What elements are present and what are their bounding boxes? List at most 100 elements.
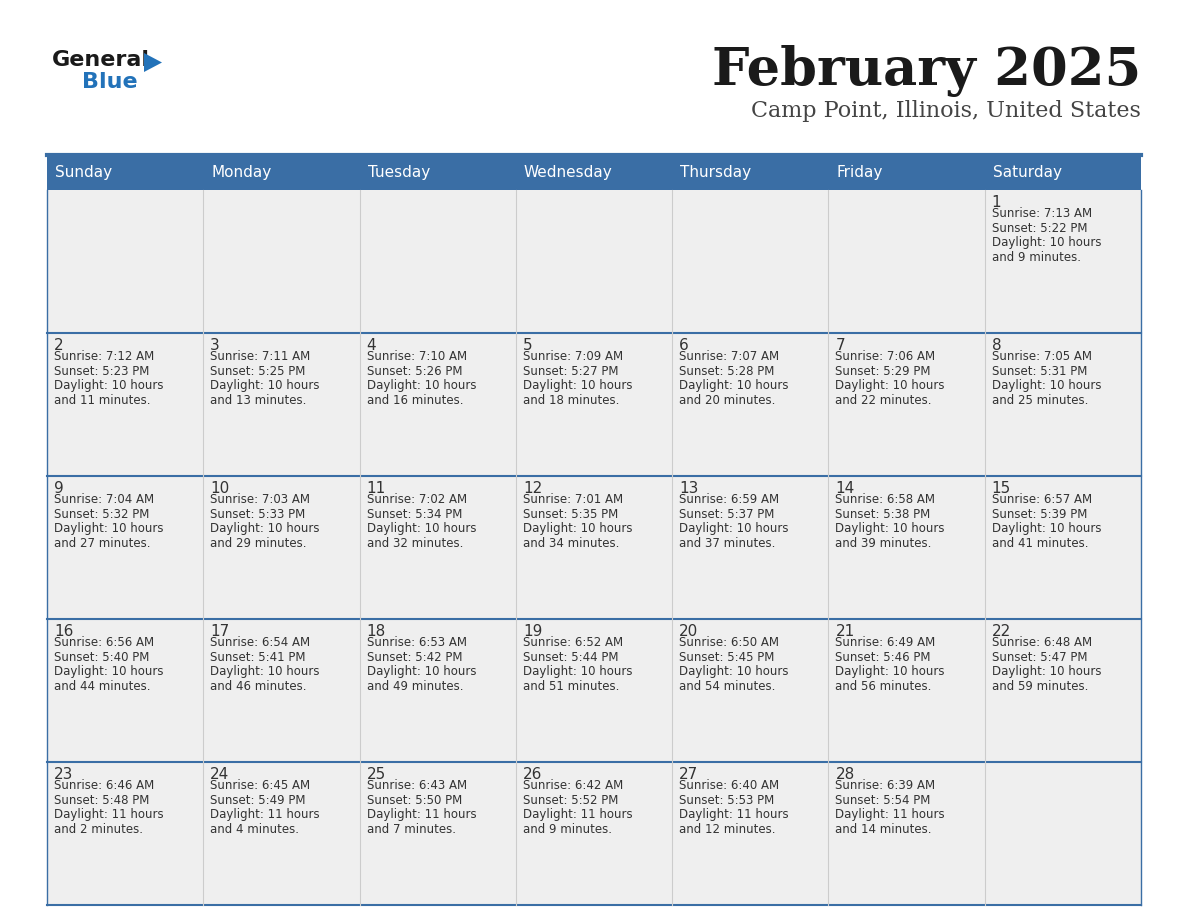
Text: and 29 minutes.: and 29 minutes. (210, 537, 307, 550)
Text: Sunrise: 6:52 AM: Sunrise: 6:52 AM (523, 636, 623, 649)
Bar (516, 333, 672, 476)
Text: Daylight: 10 hours: Daylight: 10 hours (367, 522, 476, 535)
Text: Sunrise: 7:03 AM: Sunrise: 7:03 AM (210, 493, 310, 506)
Text: Sunset: 5:33 PM: Sunset: 5:33 PM (210, 508, 305, 521)
Text: and 12 minutes.: and 12 minutes. (680, 823, 776, 835)
Text: Daylight: 11 hours: Daylight: 11 hours (210, 808, 320, 821)
Text: Sunset: 5:37 PM: Sunset: 5:37 PM (680, 508, 775, 521)
Text: 8: 8 (992, 338, 1001, 353)
Bar (360, 333, 516, 476)
Text: and 11 minutes.: and 11 minutes. (53, 394, 151, 407)
Text: Sunset: 5:53 PM: Sunset: 5:53 PM (680, 793, 775, 807)
Text: 24: 24 (210, 767, 229, 782)
Bar (203, 476, 360, 619)
Text: Daylight: 10 hours: Daylight: 10 hours (680, 666, 789, 678)
Text: and 34 minutes.: and 34 minutes. (523, 537, 619, 550)
Bar (985, 190, 1140, 333)
Text: Sunrise: 6:57 AM: Sunrise: 6:57 AM (992, 493, 1092, 506)
Text: and 46 minutes.: and 46 minutes. (210, 679, 307, 692)
Text: Sunset: 5:40 PM: Sunset: 5:40 PM (53, 651, 150, 664)
Text: Camp Point, Illinois, United States: Camp Point, Illinois, United States (751, 100, 1140, 122)
Text: and 22 minutes.: and 22 minutes. (835, 394, 931, 407)
Text: 2: 2 (53, 338, 64, 353)
Text: Sunset: 5:22 PM: Sunset: 5:22 PM (992, 221, 1087, 235)
Text: 10: 10 (210, 481, 229, 496)
Bar (985, 476, 1140, 619)
Text: Sunrise: 6:58 AM: Sunrise: 6:58 AM (835, 493, 935, 506)
Text: Daylight: 10 hours: Daylight: 10 hours (210, 522, 320, 535)
Text: 16: 16 (53, 624, 74, 639)
Text: and 49 minutes.: and 49 minutes. (367, 679, 463, 692)
Text: Daylight: 10 hours: Daylight: 10 hours (53, 666, 164, 678)
Bar (516, 190, 672, 333)
Text: Sunset: 5:35 PM: Sunset: 5:35 PM (523, 508, 618, 521)
Text: 4: 4 (367, 338, 377, 353)
Text: and 51 minutes.: and 51 minutes. (523, 679, 619, 692)
Text: and 4 minutes.: and 4 minutes. (210, 823, 299, 835)
Text: Sunrise: 6:43 AM: Sunrise: 6:43 AM (367, 779, 467, 792)
Text: Daylight: 10 hours: Daylight: 10 hours (992, 666, 1101, 678)
Text: Daylight: 10 hours: Daylight: 10 hours (523, 522, 632, 535)
Text: 11: 11 (367, 481, 386, 496)
Text: Sunset: 5:48 PM: Sunset: 5:48 PM (53, 793, 150, 807)
Text: Sunrise: 6:42 AM: Sunrise: 6:42 AM (523, 779, 624, 792)
Text: Sunset: 5:28 PM: Sunset: 5:28 PM (680, 364, 775, 377)
Bar (48, 762, 203, 905)
Bar (360, 476, 516, 619)
Text: Sunrise: 7:13 AM: Sunrise: 7:13 AM (992, 207, 1092, 220)
Text: 18: 18 (367, 624, 386, 639)
Text: Sunrise: 6:54 AM: Sunrise: 6:54 AM (210, 636, 310, 649)
Text: Sunrise: 6:49 AM: Sunrise: 6:49 AM (835, 636, 936, 649)
Text: Sunrise: 7:04 AM: Sunrise: 7:04 AM (53, 493, 154, 506)
Bar (985, 333, 1140, 476)
Text: Friday: Friday (836, 165, 883, 180)
Bar (203, 333, 360, 476)
Text: 3: 3 (210, 338, 220, 353)
Text: Daylight: 11 hours: Daylight: 11 hours (523, 808, 632, 821)
Text: 14: 14 (835, 481, 854, 496)
Text: Sunrise: 6:39 AM: Sunrise: 6:39 AM (835, 779, 936, 792)
Text: Daylight: 10 hours: Daylight: 10 hours (835, 522, 944, 535)
Bar (48, 476, 203, 619)
Text: Sunrise: 6:40 AM: Sunrise: 6:40 AM (680, 779, 779, 792)
Bar (203, 190, 360, 333)
Text: Daylight: 10 hours: Daylight: 10 hours (680, 522, 789, 535)
Text: Sunset: 5:38 PM: Sunset: 5:38 PM (835, 508, 930, 521)
Text: Daylight: 11 hours: Daylight: 11 hours (53, 808, 164, 821)
Text: Sunset: 5:39 PM: Sunset: 5:39 PM (992, 508, 1087, 521)
Text: Daylight: 10 hours: Daylight: 10 hours (523, 666, 632, 678)
Text: Daylight: 10 hours: Daylight: 10 hours (835, 666, 944, 678)
Text: and 16 minutes.: and 16 minutes. (367, 394, 463, 407)
Text: and 9 minutes.: and 9 minutes. (523, 823, 612, 835)
Text: Sunrise: 7:07 AM: Sunrise: 7:07 AM (680, 350, 779, 364)
Text: Daylight: 10 hours: Daylight: 10 hours (992, 379, 1101, 392)
Text: 22: 22 (992, 624, 1011, 639)
Bar (985, 762, 1140, 905)
Text: Tuesday: Tuesday (367, 165, 430, 180)
Text: Sunset: 5:44 PM: Sunset: 5:44 PM (523, 651, 619, 664)
Text: and 18 minutes.: and 18 minutes. (523, 394, 619, 407)
Text: 13: 13 (680, 481, 699, 496)
Text: and 37 minutes.: and 37 minutes. (680, 537, 776, 550)
Text: Daylight: 10 hours: Daylight: 10 hours (680, 379, 789, 392)
Text: 1: 1 (992, 195, 1001, 210)
Bar (516, 762, 672, 905)
Text: Sunrise: 7:01 AM: Sunrise: 7:01 AM (523, 493, 623, 506)
Bar (672, 333, 828, 476)
Text: 15: 15 (992, 481, 1011, 496)
Text: Wednesday: Wednesday (524, 165, 613, 180)
Text: Sunset: 5:54 PM: Sunset: 5:54 PM (835, 793, 931, 807)
Bar (985, 619, 1140, 762)
Text: Sunrise: 6:59 AM: Sunrise: 6:59 AM (680, 493, 779, 506)
Bar (828, 762, 985, 905)
Text: Daylight: 11 hours: Daylight: 11 hours (835, 808, 944, 821)
Bar (48, 619, 203, 762)
Bar (828, 333, 985, 476)
Text: Sunset: 5:26 PM: Sunset: 5:26 PM (367, 364, 462, 377)
Text: Daylight: 10 hours: Daylight: 10 hours (53, 522, 164, 535)
Text: and 54 minutes.: and 54 minutes. (680, 679, 776, 692)
Text: Sunset: 5:49 PM: Sunset: 5:49 PM (210, 793, 305, 807)
Text: and 32 minutes.: and 32 minutes. (367, 537, 463, 550)
Bar (48, 155, 1140, 190)
Text: Sunset: 5:52 PM: Sunset: 5:52 PM (523, 793, 618, 807)
